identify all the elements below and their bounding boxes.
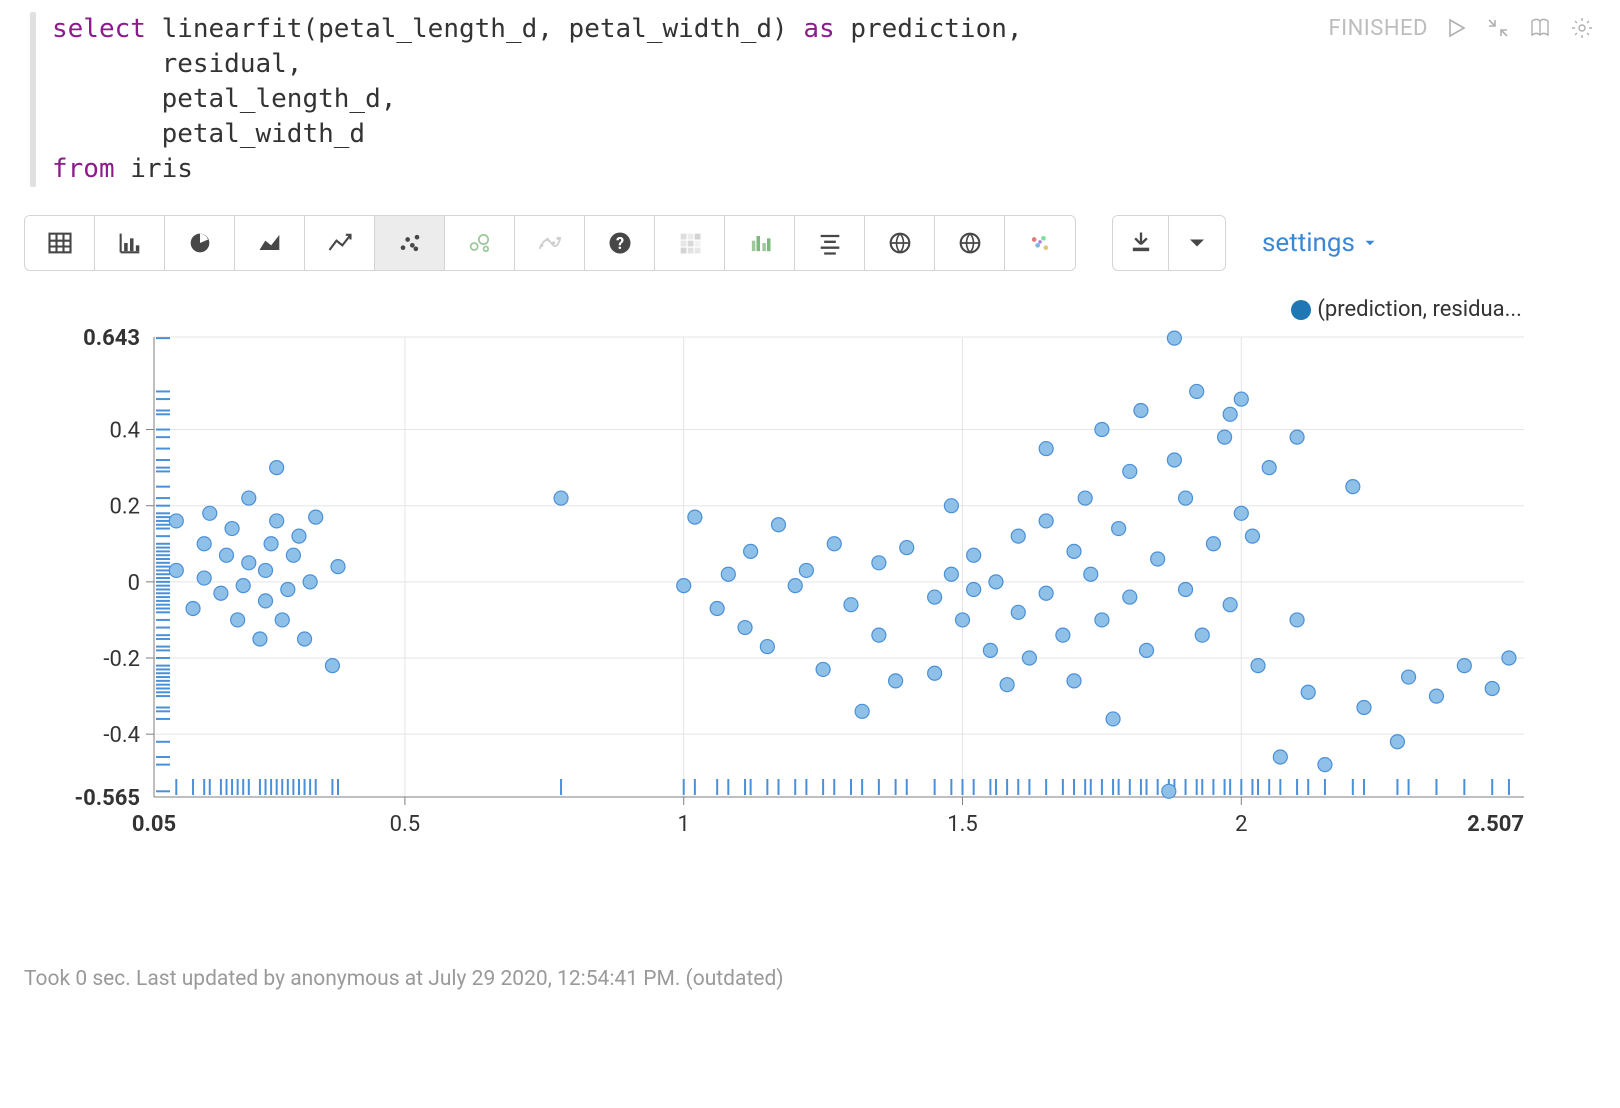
grouped-bar[interactable] xyxy=(725,216,795,270)
globe-2[interactable] xyxy=(935,216,1005,270)
scatter-chart: (prediction, residua... -0.4 -0.2 0 0.2 0.4 0… xyxy=(24,297,1544,877)
play-icon[interactable] xyxy=(1442,14,1470,42)
footer-text: Took 0 sec. Last updated by anonymous at… xyxy=(24,967,1596,991)
code-gutter xyxy=(30,12,36,187)
svg-text:-0.565: -0.565 xyxy=(74,786,140,811)
svg-text:0.4: 0.4 xyxy=(109,419,140,444)
viz-toolbar: ? settings xyxy=(24,215,1596,271)
svg-text:-0.2: -0.2 xyxy=(103,647,140,672)
collapse-icon[interactable] xyxy=(1484,14,1512,42)
svg-text:1: 1 xyxy=(678,812,690,837)
book-icon[interactable] xyxy=(1526,14,1554,42)
cell: FINISHED select linearfit(petal_length_d… xyxy=(30,12,1596,187)
svg-text:0.643: 0.643 xyxy=(83,326,140,351)
settings-link[interactable]: settings xyxy=(1262,228,1379,258)
svg-text:0.2: 0.2 xyxy=(109,495,140,520)
svg-text:1.5: 1.5 xyxy=(947,812,978,837)
svg-text:2.507: 2.507 xyxy=(1467,812,1524,837)
svg-text:2: 2 xyxy=(1235,812,1247,837)
bubble-chart[interactable] xyxy=(445,216,515,270)
download-button[interactable] xyxy=(1113,216,1169,270)
download-caret[interactable] xyxy=(1169,216,1225,270)
help[interactable]: ? xyxy=(585,216,655,270)
svg-text:-0.4: -0.4 xyxy=(103,724,140,749)
svg-text:0.05: 0.05 xyxy=(132,812,176,837)
chevron-down-icon xyxy=(1361,234,1379,252)
legend[interactable]: (prediction, residua... xyxy=(1291,297,1522,322)
svg-text:?: ? xyxy=(615,234,623,253)
download-group xyxy=(1112,215,1226,271)
pie-chart[interactable] xyxy=(165,216,235,270)
cell-controls: FINISHED xyxy=(1328,14,1596,42)
line-chart[interactable] xyxy=(305,216,375,270)
gear-icon[interactable] xyxy=(1568,14,1596,42)
chart-type-group: ? xyxy=(24,215,1076,271)
cluster[interactable] xyxy=(1005,216,1075,270)
globe-1[interactable] xyxy=(865,216,935,270)
text-align[interactable] xyxy=(795,216,865,270)
trendline[interactable] xyxy=(515,216,585,270)
legend-label: (prediction, residua... xyxy=(1317,297,1522,322)
svg-text:0: 0 xyxy=(128,571,140,596)
scatter-chart[interactable] xyxy=(375,216,445,270)
status-label: FINISHED xyxy=(1328,16,1428,41)
legend-dot-icon xyxy=(1291,300,1311,320)
area-chart[interactable] xyxy=(235,216,305,270)
heatmap[interactable] xyxy=(655,216,725,270)
svg-text:0.5: 0.5 xyxy=(390,812,421,837)
table-view[interactable] xyxy=(25,216,95,270)
bar-chart[interactable] xyxy=(95,216,165,270)
settings-label: settings xyxy=(1262,228,1355,258)
